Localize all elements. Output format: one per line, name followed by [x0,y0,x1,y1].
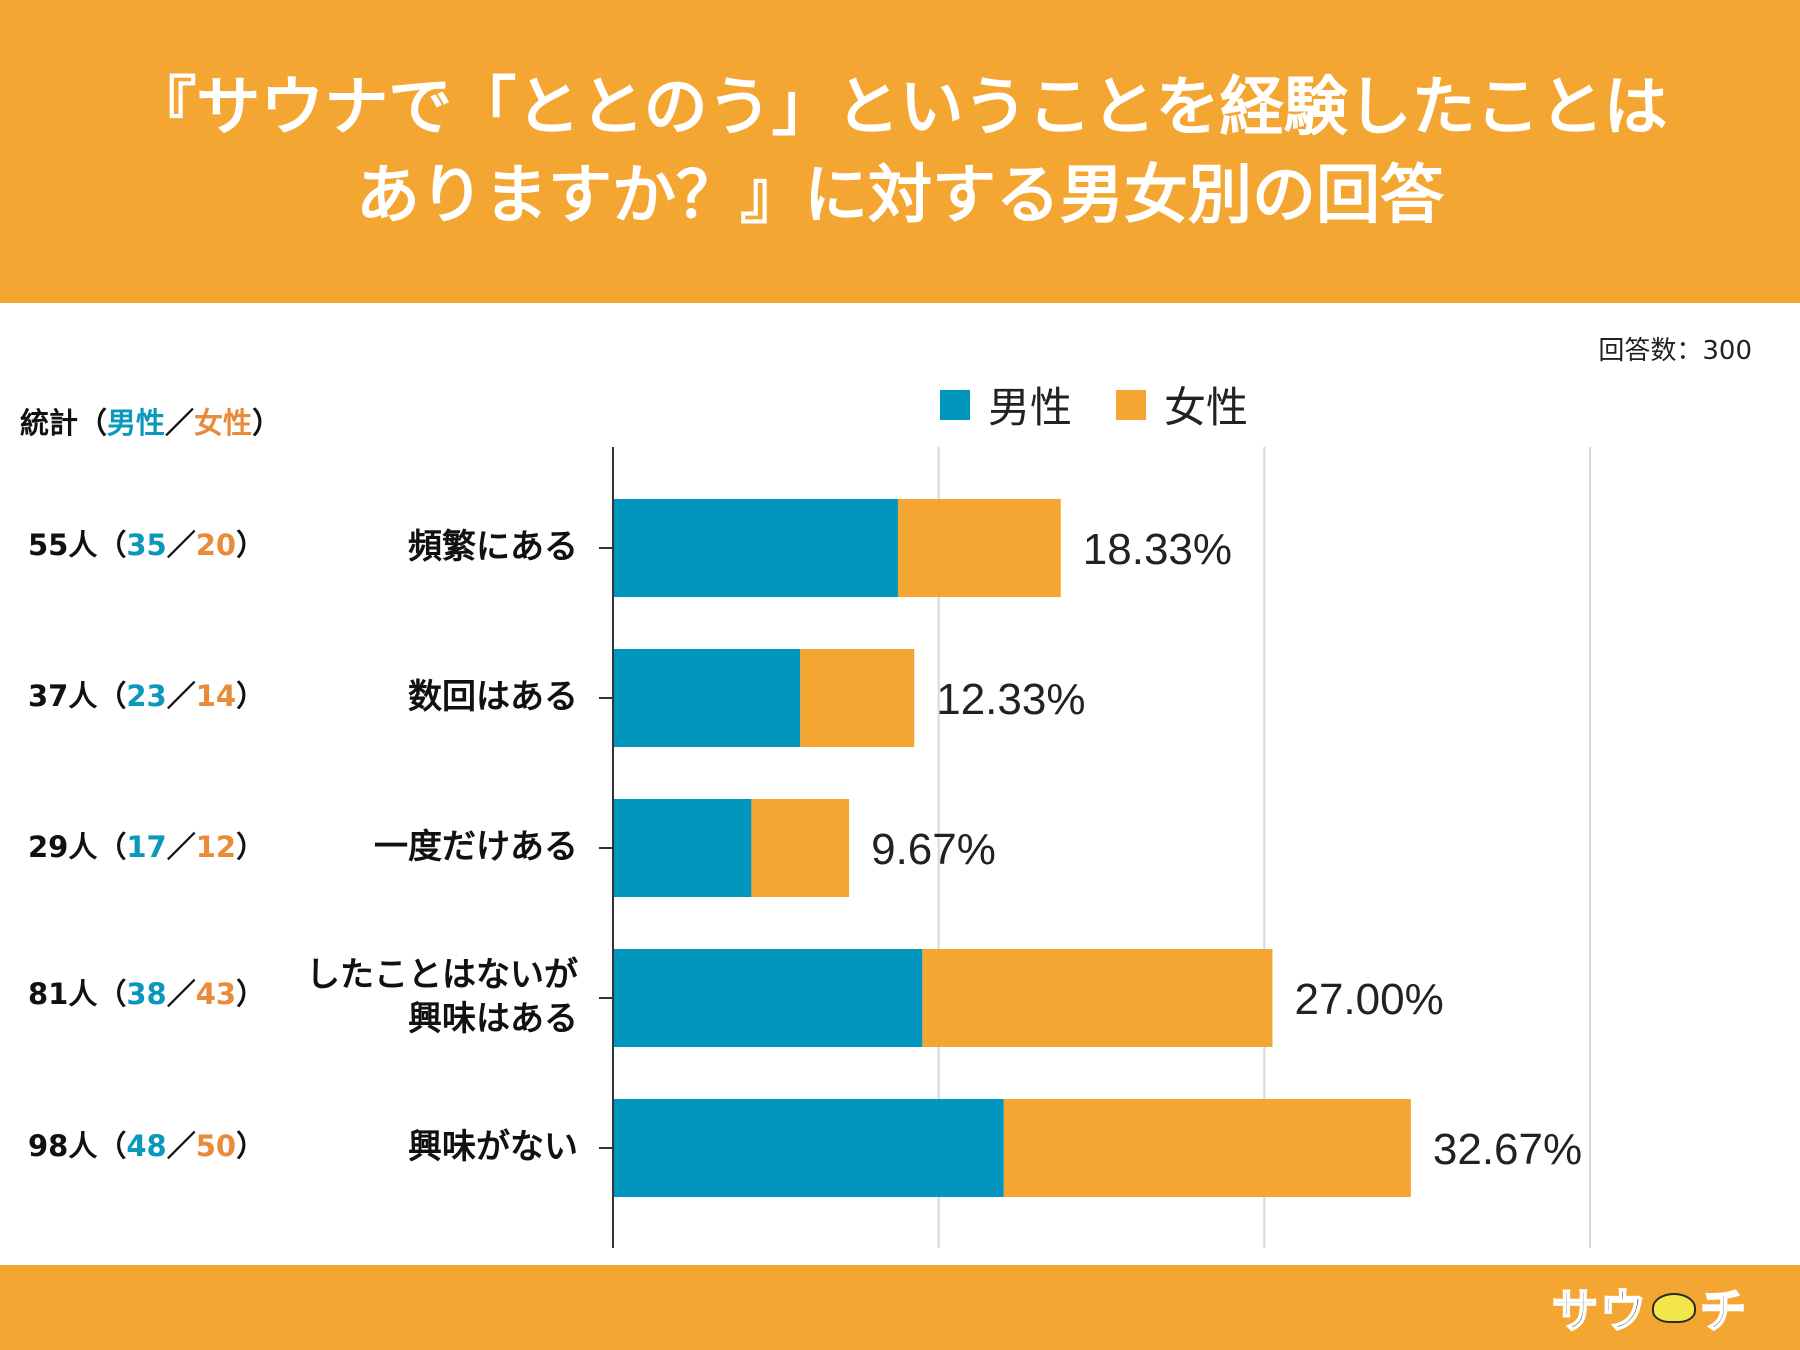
category-label: 一度だけある [374,827,578,867]
bar-female [922,949,1273,1047]
stat-open: （ [97,830,127,864]
stats-title-male: 男性 [107,406,166,440]
stat-male: 35 [126,528,167,562]
stat-close: ） [236,679,266,713]
stat-sep: ／ [166,528,196,562]
stat-female: 14 [195,679,237,713]
legend-label-male: 男性 [988,383,1073,432]
stat-close: ） [236,528,266,562]
stats-title-sep: ／ [165,406,195,440]
stat-sep: ／ [166,977,196,1011]
stat-total: 55人 [28,528,98,562]
stat-row: 81人（38／43） [28,974,265,1014]
stat-total: 29人 [28,830,98,864]
bar-male [613,1099,1004,1197]
stats-title-female: 女性 [194,406,253,440]
stat-male: 17 [126,830,167,864]
stat-female: 43 [195,977,237,1011]
brand-logo: サウ チ [1551,1275,1748,1341]
stat-female: 20 [195,528,237,562]
stat-sep: ／ [166,830,196,864]
footer-banner: サウ チ [0,1265,1800,1350]
stat-open: （ [97,679,127,713]
data-label: 27.00% [1294,975,1443,1024]
stat-sep: ／ [166,1129,196,1163]
stat-female: 12 [195,830,237,864]
stat-row: 55人（35／20） [28,525,265,565]
stats-title-prefix: 統計（ [20,406,108,440]
category-label: 数回はある [408,677,578,717]
stat-open: （ [97,528,127,562]
stat-male: 48 [126,1129,167,1163]
chart-legend: 男性 女性 [940,374,1292,435]
stat-male: 38 [126,977,167,1011]
stat-total: 37人 [28,679,98,713]
stat-close: ） [236,1129,266,1163]
logo-text-left: サウ [1551,1283,1648,1339]
data-label: 32.67% [1433,1125,1582,1174]
stats-title: 統計（男性／女性） [20,400,281,442]
legend-label-female: 女性 [1164,383,1249,432]
bar-male [613,499,898,597]
legend-swatch-female [1116,389,1147,420]
legend-item-male: 男性 [940,374,1072,435]
stat-total: 98人 [28,1129,98,1163]
stat-row: 29人（17／12） [28,827,265,867]
bar-female [800,649,915,747]
page-title: 『サウナで「ととのう」ということを経験したことは ありますか？』に対する男女別の… [132,70,1668,233]
data-label: 12.33% [936,675,1085,724]
logo-text-right: チ [1699,1283,1748,1339]
stat-close: ） [236,977,266,1011]
header-banner: 『サウナで「ととのう」ということを経験したことは ありますか？』に対する男女別の… [0,0,1800,303]
bar-female [897,499,1061,597]
bar-male [613,649,801,747]
legend-swatch-male [940,389,970,420]
stat-open: （ [97,977,127,1011]
bar-female [751,799,850,897]
stat-sep: ／ [166,679,196,713]
stat-male: 23 [126,679,167,713]
logo-mascot-icon [1652,1293,1696,1323]
bar-male [613,799,752,897]
legend-item-female: 女性 [1116,374,1248,435]
stat-female: 50 [195,1129,237,1163]
stat-row: 98人（48／50） [28,1126,265,1166]
category-label: したことはないが 興味はある [306,955,578,1039]
stat-row: 37人（23／14） [28,676,265,716]
stats-title-suffix: ） [252,406,282,440]
respondent-count: 回答数：300 [1598,336,1752,366]
data-label: 18.33% [1083,525,1232,574]
stat-total: 81人 [28,977,98,1011]
category-label: 興味がない [408,1127,578,1167]
stat-open: （ [97,1129,127,1163]
bar-male [613,949,923,1047]
data-label: 9.67% [871,825,996,874]
category-label: 頻繁にある [408,527,578,567]
bar-female [1003,1099,1411,1197]
stat-close: ） [236,830,266,864]
